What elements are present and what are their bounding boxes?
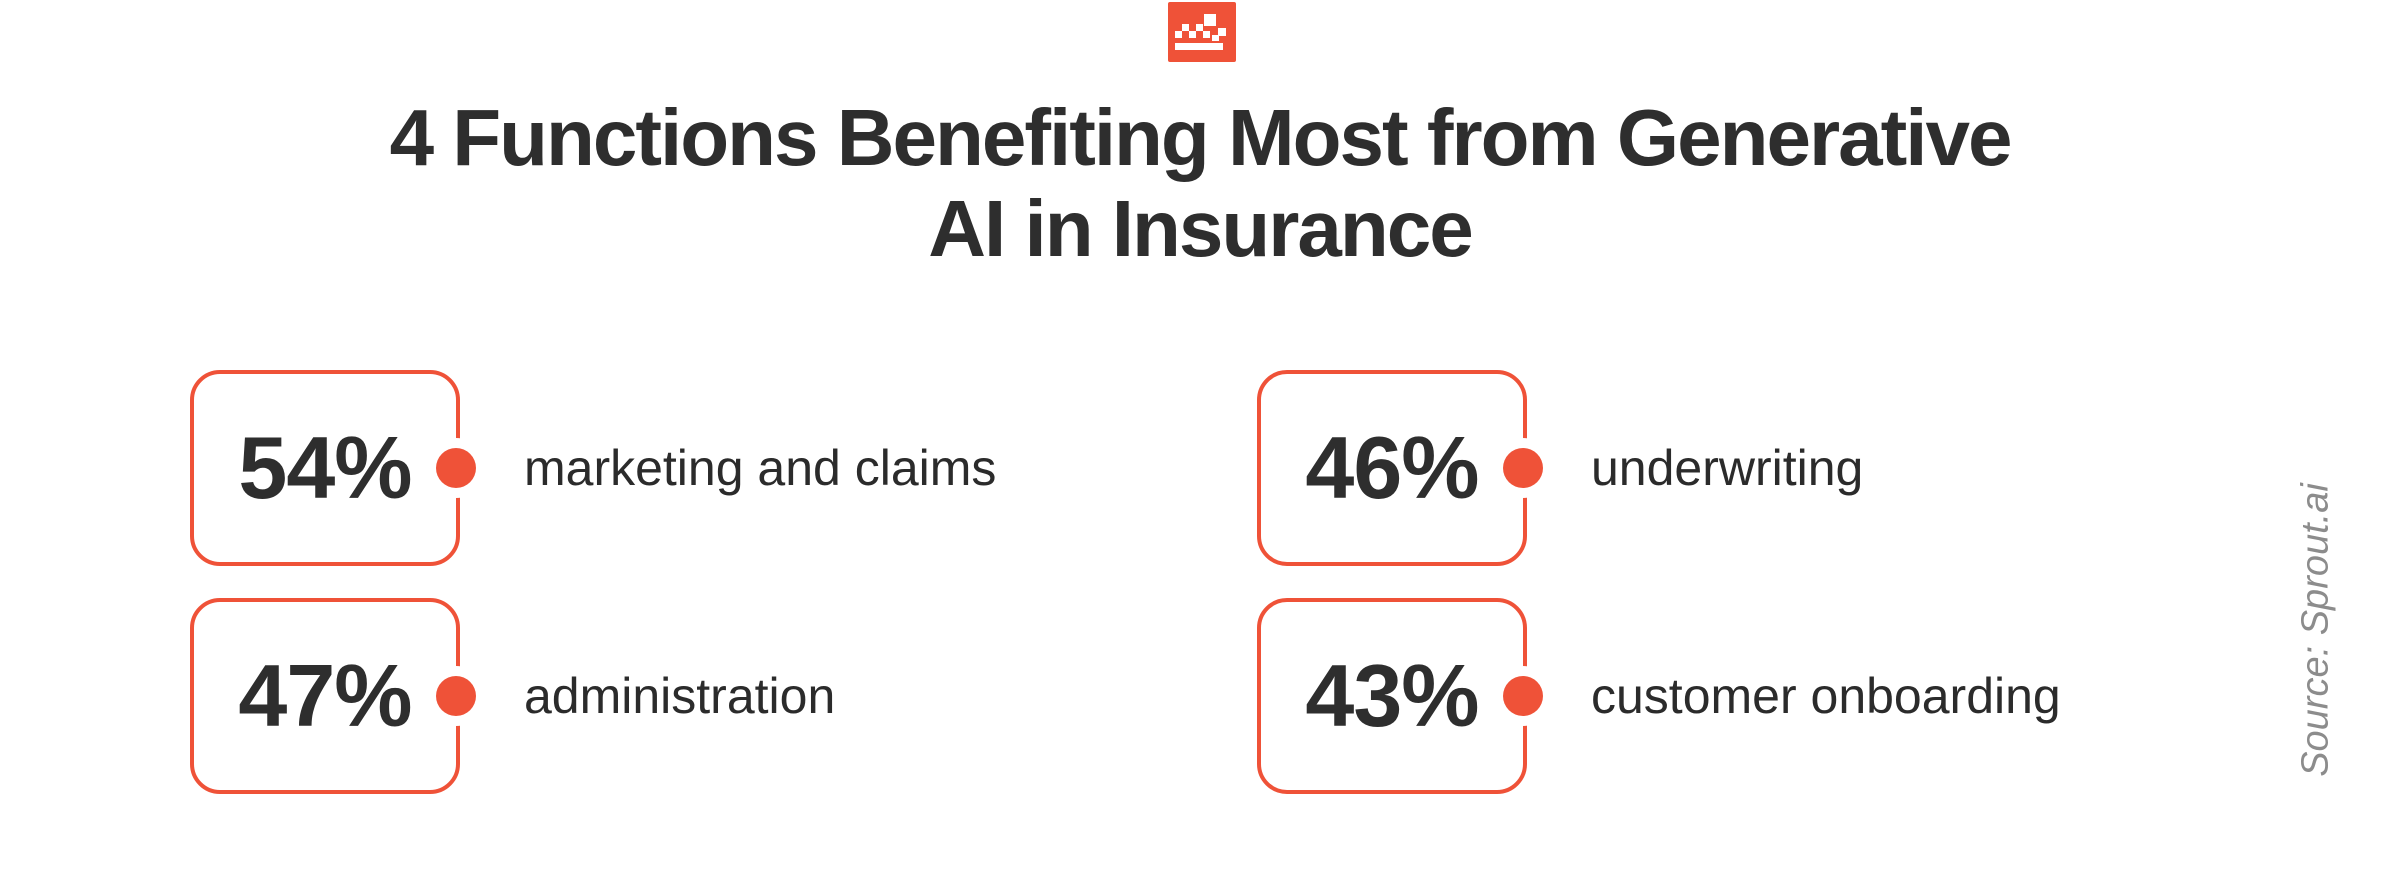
stat-value-box: 43% (1257, 598, 1543, 794)
stat-value: 47% (238, 646, 412, 745)
stats-grid: 54% marketing and claims 46% underwritin… (190, 370, 2061, 794)
connector-dot-icon (436, 676, 476, 716)
page-title-line-2: AI in Insurance (928, 184, 1473, 274)
stat-item-customer-onboarding: 43% customer onboarding (1257, 598, 2061, 794)
connector-dot-icon (1503, 448, 1543, 488)
connector-dot-icon (436, 448, 476, 488)
stat-value-box: 54% (190, 370, 476, 566)
stat-value: 46% (1305, 418, 1479, 517)
stat-value-box: 47% (190, 598, 476, 794)
stat-item-marketing-and-claims: 54% marketing and claims (190, 370, 1257, 566)
page-title-line-1: 4 Functions Benefiting Most from Generat… (389, 93, 2013, 182)
stat-label: customer onboarding (1591, 668, 2061, 724)
stat-label: marketing and claims (524, 440, 997, 496)
source-attribution: Source: Sprout.ai (2294, 483, 2337, 777)
brand-logo (1168, 2, 1236, 62)
stat-label: underwriting (1591, 440, 1864, 496)
stat-item-administration: 47% administration (190, 598, 1257, 794)
sprout-pixel-wave-icon (1175, 14, 1226, 50)
page-title: 4 Functions Benefiting Most from Generat… (0, 92, 2400, 274)
stat-value: 43% (1305, 646, 1479, 745)
stat-item-underwriting: 46% underwriting (1257, 370, 2061, 566)
connector-dot-icon (1503, 676, 1543, 716)
stat-label: administration (524, 668, 836, 724)
stat-value-box: 46% (1257, 370, 1543, 566)
stat-value: 54% (238, 418, 412, 517)
